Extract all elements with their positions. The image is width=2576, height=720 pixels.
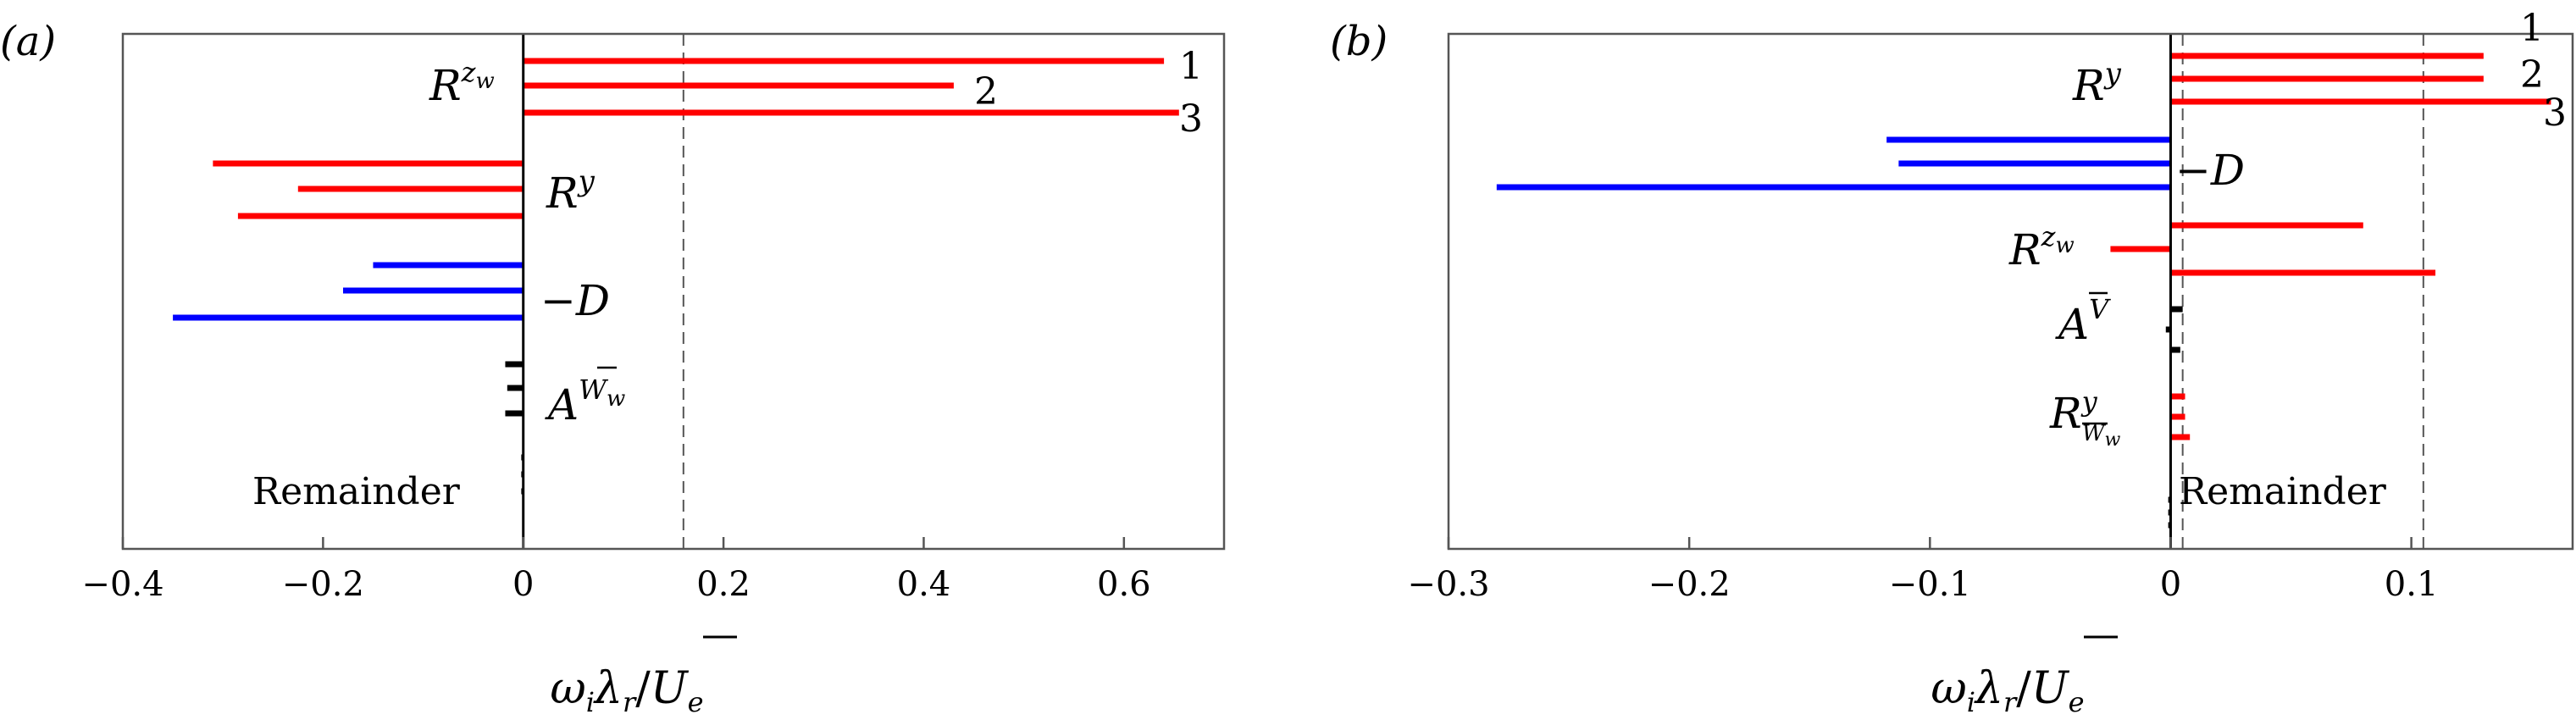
panel-b-bar xyxy=(2170,434,2191,440)
panel-b-bar xyxy=(2170,269,2436,276)
panel-a-mode-1: 1 xyxy=(1179,45,1203,88)
panel-b-term-ry: Ry xyxy=(2072,57,2122,110)
panel-a-bar xyxy=(505,410,524,417)
panel-a-x-tick-label: 0 xyxy=(512,565,534,604)
panel-b-x-tick-label: 0.1 xyxy=(2385,565,2439,604)
panel-a-frame xyxy=(121,32,1226,551)
panel-a-x-axis: −0.4 −0.2 0 0.2 0.4 0.6 xyxy=(81,537,1151,604)
panel-a-bar xyxy=(507,385,524,391)
panel-b-mode-2: 2 xyxy=(2520,53,2544,97)
panel-a-bar xyxy=(237,213,524,219)
panel-b-bars xyxy=(1496,53,2551,529)
panel-a-x-axis-label: ωiλr/Ue xyxy=(550,663,703,718)
panel-b-term-av: AV xyxy=(2055,293,2111,349)
panel-a-bar xyxy=(173,314,524,321)
panel-a-mode-2: 2 xyxy=(974,70,998,114)
panel-b-x-axis-label: ωiλr/Ue xyxy=(1931,663,2084,718)
panel-a-x-tick-label: 0.2 xyxy=(696,565,751,604)
panel-b-mode-3: 3 xyxy=(2543,91,2567,135)
panel-b-bar xyxy=(2170,98,2551,105)
panel-a-term-remainder: Remainder xyxy=(252,470,461,513)
panel-b-bar xyxy=(2170,393,2185,400)
panel-a-bar xyxy=(343,287,524,294)
panel-a-bar xyxy=(505,361,524,368)
panel-b-bar xyxy=(2170,222,2363,229)
panel-a-label: (a) xyxy=(0,18,56,65)
panel-a-term-d: −D xyxy=(540,276,610,325)
panel-a-bar xyxy=(213,160,524,167)
panel-b-term-d: −D xyxy=(2175,146,2245,195)
panel-a-bar xyxy=(373,262,524,269)
panel-a-bar xyxy=(523,58,1165,64)
panel-a-x-tick-label: 0.4 xyxy=(897,565,951,604)
panel-b-label: (b) xyxy=(1330,18,1388,65)
panel-a: (a) −0.4 −0.2 0 0.2 0.4 0.6 Rzw Ry −D AWw Rem… xyxy=(0,18,1226,718)
panel-b-term-remainder: Remainder xyxy=(2179,470,2387,513)
panel-a-bar xyxy=(297,186,524,192)
panel-a-bar xyxy=(523,82,954,89)
panel-b-bar xyxy=(2170,306,2183,313)
panel-b-bar xyxy=(2170,413,2185,420)
panel-b-mode-1: 1 xyxy=(2520,7,2544,50)
panel-b-term-rzw: Rzw xyxy=(2008,220,2075,274)
panel-b-x-tick-label: 0 xyxy=(2160,565,2181,604)
panel-b-bar xyxy=(2170,75,2484,82)
panel-b-x-tick-label: −0.2 xyxy=(1648,565,1731,604)
panel-b-reference-lines xyxy=(2181,34,2424,549)
panel-a-x-tick-label: 0.6 xyxy=(1097,565,1151,604)
panel-b-x-tick-label: −0.1 xyxy=(1889,565,1971,604)
panel-b-x-tick-label: −0.3 xyxy=(1407,565,1489,604)
panel-a-bar xyxy=(523,109,1179,116)
panel-a-term-rzw: Rzw xyxy=(429,56,495,110)
panel-b-bar xyxy=(1898,160,2171,167)
panel-b-term-ryww: Ry Ww xyxy=(2049,385,2120,451)
panel-b: (b) −0.3 −0.2 −0.1 0 0.1 Ry −D Rzw AV Ry Ww R… xyxy=(1330,7,2574,718)
panel-a-term-ry: Ry xyxy=(546,164,596,218)
panel-b-bar xyxy=(2110,246,2171,252)
panel-b-bar xyxy=(2170,346,2180,353)
panel-b-x-axis: −0.3 −0.2 −0.1 0 0.1 xyxy=(1407,537,2438,604)
panel-b-bar xyxy=(2170,53,2484,59)
panel-a-bars xyxy=(173,58,1179,495)
panel-b-bar xyxy=(2165,326,2171,333)
panel-a-x-tick-label: −0.4 xyxy=(81,565,163,604)
panel-b-bar xyxy=(1886,136,2171,143)
panel-a-term-aww: AWw xyxy=(545,374,625,429)
panel-b-bar xyxy=(1496,184,2171,191)
panel-a-x-tick-label: −0.2 xyxy=(282,565,364,604)
panel-b-frame xyxy=(1447,32,2574,551)
panel-a-mode-3: 3 xyxy=(1179,97,1203,141)
